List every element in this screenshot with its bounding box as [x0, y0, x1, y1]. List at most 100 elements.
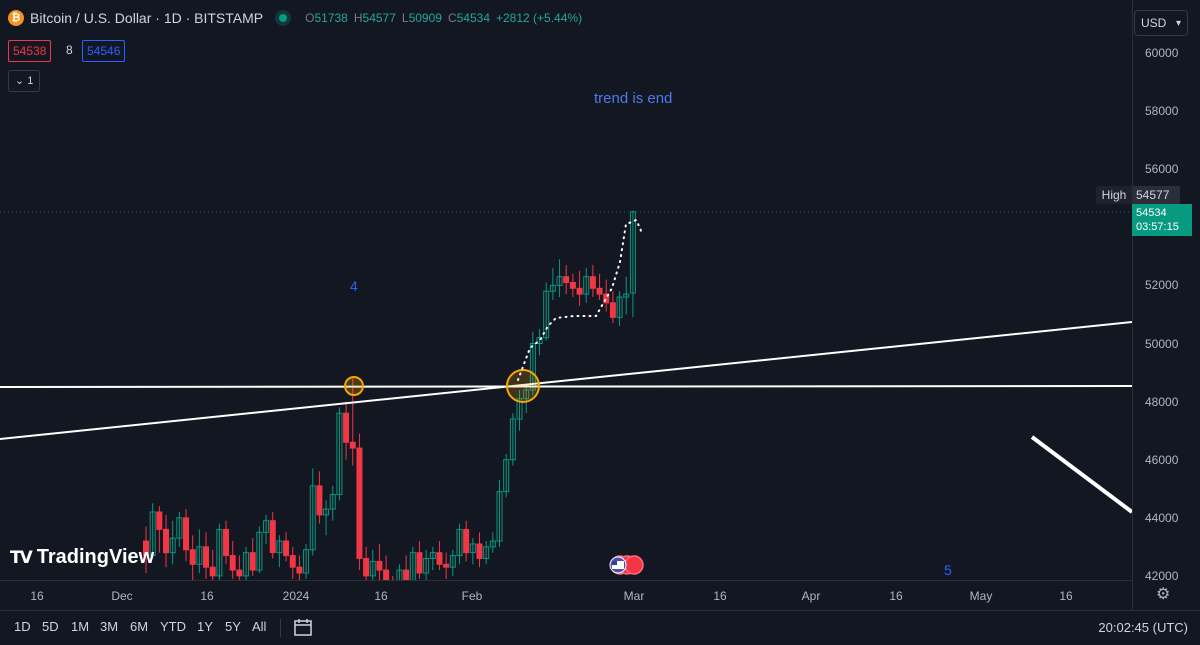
- candle[interactable]: [476, 532, 483, 568]
- range-button-1m[interactable]: 1M: [71, 619, 90, 634]
- downward-arrow-line[interactable]: [1030, 435, 1132, 514]
- breakout-circle-small[interactable]: [344, 376, 364, 396]
- candle[interactable]: [563, 265, 570, 295]
- candle[interactable]: [556, 259, 563, 298]
- candle[interactable]: [263, 514, 270, 544]
- candle[interactable]: [303, 543, 310, 579]
- candle[interactable]: [323, 500, 330, 536]
- candle[interactable]: [143, 526, 149, 573]
- candle[interactable]: [376, 543, 383, 580]
- candle[interactable]: [216, 523, 223, 580]
- candle[interactable]: [343, 401, 350, 460]
- currency-selector[interactable]: USD ▾: [1134, 10, 1188, 36]
- breakout-circle-large[interactable]: [506, 369, 540, 403]
- candle[interactable]: [603, 279, 610, 312]
- candle[interactable]: [403, 555, 410, 580]
- candle[interactable]: [363, 546, 370, 580]
- range-button-1d[interactable]: 1D: [14, 619, 31, 634]
- candle[interactable]: [469, 538, 476, 565]
- chart-area[interactable]: ₿ Bitcoin / U.S. Dollar · 1D · BITSTAMP …: [0, 0, 1132, 580]
- candle[interactable]: [256, 526, 263, 573]
- candle[interactable]: [436, 541, 443, 571]
- range-button-5y[interactable]: 5Y: [225, 619, 241, 634]
- bid-price-button[interactable]: 54538: [8, 40, 52, 62]
- candle[interactable]: [516, 389, 523, 431]
- candle[interactable]: [296, 555, 303, 580]
- candle[interactable]: [189, 535, 196, 580]
- candle[interactable]: [269, 511, 276, 559]
- candle[interactable]: [349, 378, 356, 466]
- candle[interactable]: [223, 520, 230, 565]
- candle[interactable]: [309, 468, 316, 556]
- candle[interactable]: [416, 541, 423, 579]
- candle[interactable]: [229, 541, 236, 579]
- candle[interactable]: [356, 433, 363, 571]
- symbol-title[interactable]: Bitcoin / U.S. Dollar · 1D · BITSTAMP: [30, 10, 264, 26]
- annotation-wave-5[interactable]: 5: [944, 562, 952, 578]
- range-button-1y[interactable]: 1Y: [197, 619, 213, 634]
- candle[interactable]: [429, 546, 436, 571]
- candle[interactable]: [549, 267, 556, 300]
- candle[interactable]: [203, 532, 210, 579]
- candle[interactable]: [503, 453, 510, 498]
- candle[interactable]: [543, 282, 550, 341]
- candle[interactable]: [496, 480, 503, 547]
- candle[interactable]: [369, 549, 376, 580]
- candle[interactable]: [156, 506, 163, 553]
- projection-dotted-path[interactable]: [517, 218, 643, 381]
- candle[interactable]: [169, 520, 176, 565]
- event-markers[interactable]: [609, 555, 644, 575]
- price-chart[interactable]: [0, 0, 1132, 580]
- candle[interactable]: [149, 503, 156, 559]
- trend-line[interactable]: [0, 321, 1132, 440]
- ask-price-button[interactable]: 54546: [82, 40, 126, 62]
- candle[interactable]: [629, 210, 636, 318]
- candle[interactable]: [236, 555, 243, 580]
- candle[interactable]: [176, 511, 183, 547]
- candle[interactable]: [276, 535, 283, 568]
- candle[interactable]: [289, 546, 296, 579]
- candle[interactable]: [336, 407, 343, 501]
- settings-gear-icon[interactable]: ⚙: [1156, 586, 1171, 603]
- candle[interactable]: [209, 549, 216, 580]
- candle[interactable]: [623, 276, 630, 315]
- candle[interactable]: [483, 541, 490, 565]
- time-axis[interactable]: 16 Dec 16 2024 16 Feb Mar 16 Apr 16 May 16: [0, 580, 1132, 611]
- candle[interactable]: [536, 328, 543, 356]
- utc-clock[interactable]: 20:02:45 (UTC): [1098, 620, 1188, 635]
- range-button-all[interactable]: All: [252, 619, 267, 634]
- price-axis[interactable]: 6000058000560005400052000500004800046000…: [1132, 0, 1200, 610]
- calendar-icon[interactable]: [292, 617, 314, 637]
- range-button-6m[interactable]: 6M: [130, 619, 149, 634]
- candle[interactable]: [583, 267, 590, 303]
- annotation-wave-4[interactable]: 4: [350, 278, 358, 294]
- candle[interactable]: [409, 546, 416, 580]
- candle[interactable]: [383, 555, 390, 580]
- candle[interactable]: [489, 532, 496, 553]
- candle[interactable]: [529, 331, 536, 396]
- candle[interactable]: [589, 265, 596, 298]
- candle[interactable]: [509, 413, 516, 466]
- candle[interactable]: [329, 485, 336, 521]
- candle[interactable]: [316, 471, 323, 524]
- candle[interactable]: [523, 384, 530, 414]
- candle[interactable]: [443, 552, 450, 579]
- candle[interactable]: [596, 273, 603, 300]
- indicators-toggle[interactable]: ⌄ 1: [8, 70, 41, 92]
- candle[interactable]: [576, 270, 583, 306]
- candle[interactable]: [196, 529, 203, 573]
- range-button-3m[interactable]: 3M: [100, 619, 119, 634]
- candle[interactable]: [609, 291, 616, 324]
- candle[interactable]: [283, 532, 290, 562]
- candle[interactable]: [163, 514, 170, 568]
- candle[interactable]: [249, 538, 256, 576]
- candle[interactable]: [396, 564, 403, 580]
- candle[interactable]: [449, 549, 456, 576]
- annotation-trend-text[interactable]: trend is end: [594, 90, 673, 107]
- candle[interactable]: [183, 509, 190, 562]
- horizontal-support-line[interactable]: [0, 385, 1132, 388]
- candle[interactable]: [423, 549, 430, 580]
- range-button-ytd[interactable]: YTD: [160, 619, 186, 634]
- candle[interactable]: [616, 291, 623, 327]
- candle[interactable]: [463, 520, 470, 562]
